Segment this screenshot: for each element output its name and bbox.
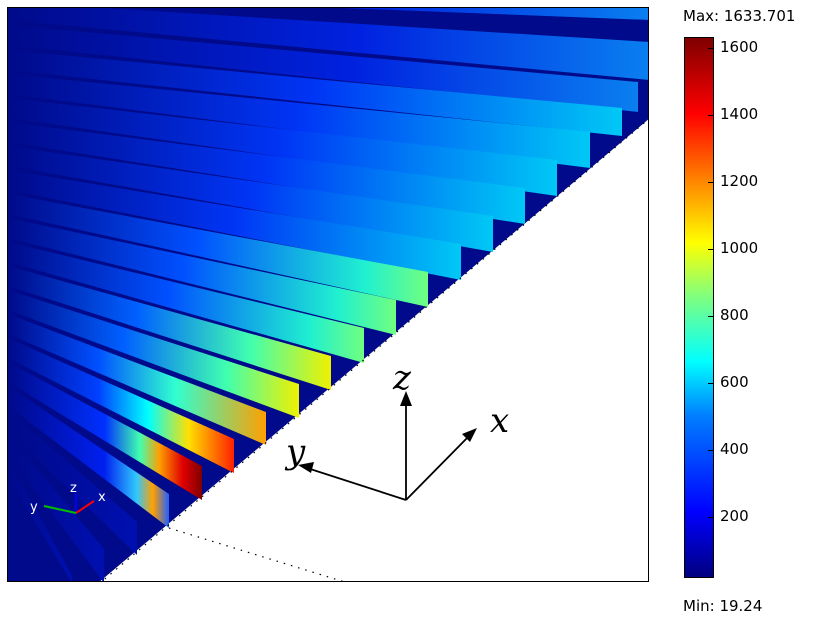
plate	[341, 8, 648, 20]
mini-axis-triad: z x y	[30, 481, 106, 515]
colorbar-tick-label: 1600	[720, 38, 759, 57]
mini-axis-label-y: y	[30, 500, 38, 515]
axis-label-y: y	[284, 432, 306, 472]
plate	[8, 314, 266, 445]
plate	[8, 434, 104, 581]
plate	[8, 458, 72, 581]
mini-axis-label-x: x	[98, 490, 106, 505]
plate	[8, 218, 396, 335]
dotted-guide-line	[168, 527, 344, 581]
dotted-guide-line	[101, 118, 648, 581]
plate	[8, 338, 234, 473]
colorbar-tick-mark	[708, 382, 714, 384]
plate	[8, 410, 137, 555]
plate	[8, 242, 364, 363]
plate	[8, 122, 525, 224]
colorbar-min-label: Min: 19.24	[683, 597, 763, 615]
heat-plot: z x y z x y	[8, 8, 648, 581]
axis-triad: z x y	[284, 358, 509, 501]
colorbar-tick-label: 800	[720, 306, 749, 325]
plot-viewport[interactable]: z x y z x y	[7, 7, 649, 582]
plate	[8, 8, 648, 80]
colorbar-tick-label: 600	[720, 373, 749, 392]
plate	[8, 290, 299, 418]
plate	[8, 50, 622, 136]
colorbar-tick-mark	[708, 516, 714, 518]
mini-axis-label-z: z	[70, 481, 77, 496]
colorbar-tick-mark	[708, 315, 714, 317]
plate-stack	[8, 8, 648, 581]
colorbar-tick-label: 400	[720, 440, 749, 459]
plate	[8, 146, 493, 252]
plate	[8, 386, 169, 528]
colorbar-tick-label: 1000	[720, 239, 759, 258]
colorbar-tick-mark	[708, 449, 714, 451]
plate	[8, 98, 557, 196]
plate	[8, 266, 331, 390]
colorbar-tick-mark	[708, 47, 714, 49]
plate	[8, 362, 202, 500]
plate	[8, 74, 590, 168]
plate	[8, 25, 638, 112]
colorbar-max-label: Max: 1633.701	[683, 7, 796, 25]
plate	[8, 170, 461, 280]
colorbar-tick-mark	[708, 181, 714, 183]
colorbar-tick-label: 1200	[720, 172, 759, 191]
colorbar-tick-label: 1400	[720, 105, 759, 124]
axis-label-z: z	[392, 358, 412, 398]
plate	[8, 194, 428, 307]
colorbar-tick-mark	[708, 248, 714, 250]
colorbar	[684, 37, 714, 578]
colorbar-tick-mark	[708, 114, 714, 116]
axis-label-x: x	[490, 401, 509, 441]
colorbar-tick-label: 200	[720, 507, 749, 526]
